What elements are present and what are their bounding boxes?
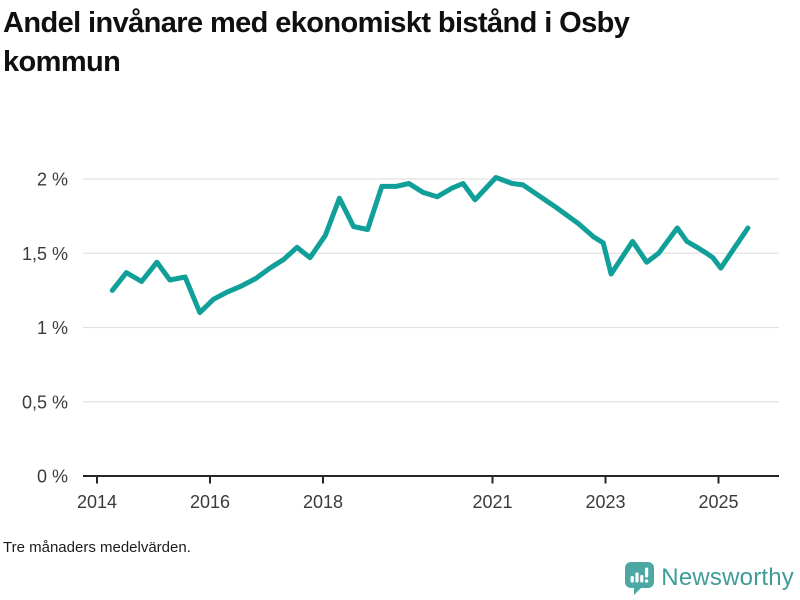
newsworthy-bars-speech-bubble-icon	[625, 561, 655, 595]
newsworthy-logo: Newsworthy	[625, 560, 794, 596]
newsworthy-logo-text: Newsworthy	[661, 564, 794, 591]
y-axis-label: 0,5 %	[22, 392, 68, 412]
x-axis-label: 2014	[77, 492, 117, 512]
trend-line	[109, 175, 751, 316]
chart-title-line-1: Andel invånare med ekonomiskt bistånd i …	[3, 7, 630, 39]
x-axis-label: 2018	[303, 492, 343, 512]
chart-title: Andel invånare med ekonomiskt bistånd i …	[3, 4, 799, 82]
x-axis-label: 2016	[190, 492, 230, 512]
y-axis-label: 1 %	[37, 318, 68, 338]
chart-footnote: Tre månaders medelvärden.	[3, 539, 191, 556]
y-axis-label: 2 %	[37, 170, 68, 190]
y-axis-label: 0 %	[37, 467, 68, 487]
y-axis-label: 1,5 %	[22, 244, 68, 264]
chart-title-line-2: kommun	[3, 46, 121, 78]
x-axis-label: 2023	[585, 492, 625, 512]
x-axis-label: 2025	[698, 492, 738, 512]
x-axis-label: 2021	[472, 492, 512, 512]
